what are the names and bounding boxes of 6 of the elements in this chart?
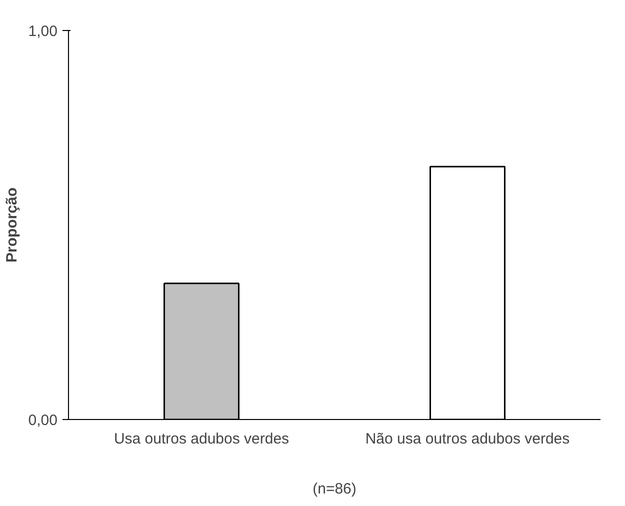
y-axis-title: Proporção [3, 187, 20, 263]
text: (n=86) [312, 480, 356, 498]
x-tick-label: Não usa outros adubos verdes [365, 430, 570, 448]
y-tick-label: 1,00 [28, 23, 58, 40]
x-tick-label: Usa outros adubos verdes [114, 430, 290, 448]
y-tick-label: 0,00 [28, 412, 58, 429]
